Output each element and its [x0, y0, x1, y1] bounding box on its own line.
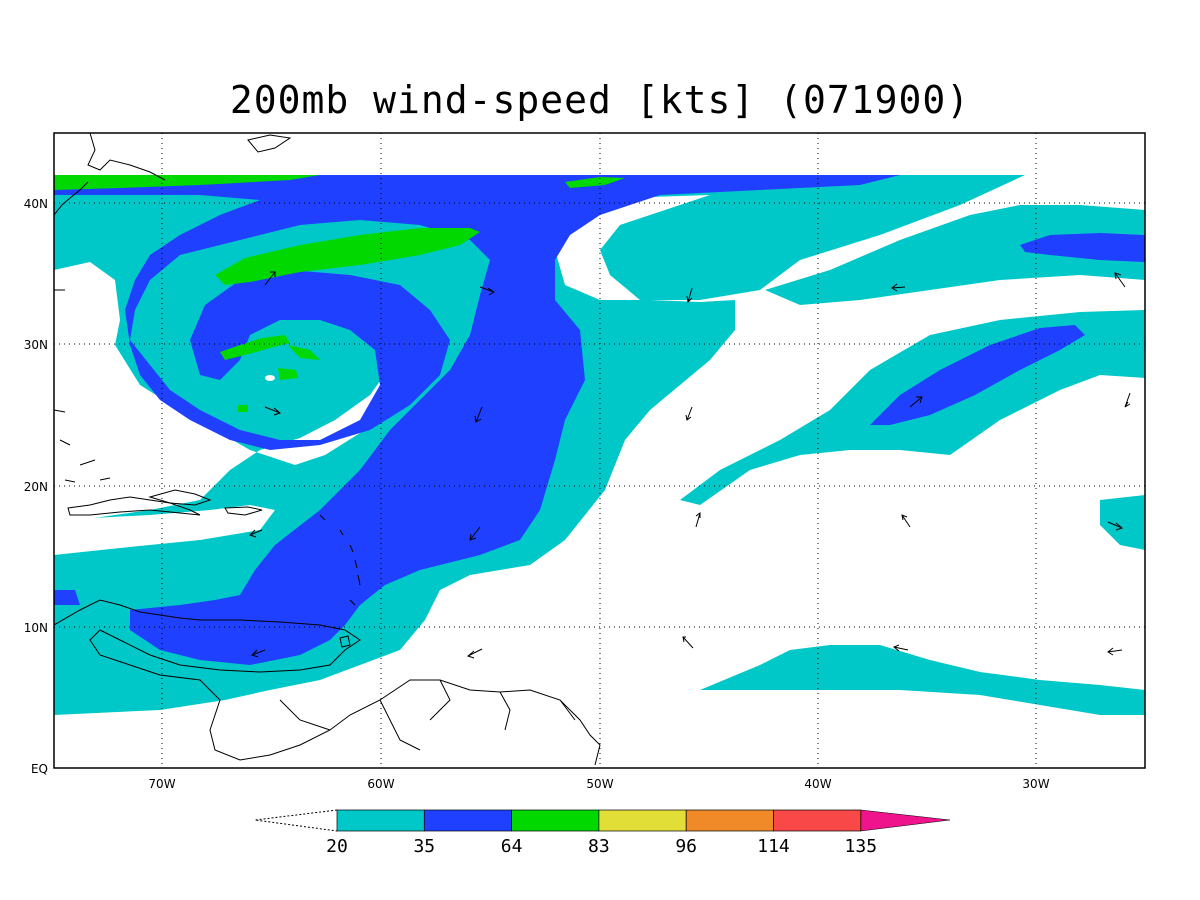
lon-label-30w: 30W — [1022, 777, 1049, 791]
contour-calm-west — [54, 262, 425, 520]
contour-64-83-core2 — [288, 345, 320, 360]
lat-label-eq: EQ — [31, 762, 48, 776]
lon-label-50w: 50W — [586, 777, 613, 791]
colorbar-tick-label: 83 — [588, 836, 610, 857]
colorbar-box-20 — [336, 809, 425, 832]
lon-label-70w: 70W — [148, 777, 175, 791]
contour-35-64-east — [870, 325, 1085, 425]
storm-eye — [263, 373, 277, 383]
colorbar-boxes — [336, 809, 862, 832]
lat-label-30n: 30N — [24, 338, 48, 352]
coast-puerto-rico — [224, 506, 263, 516]
lon-label-60w: 60W — [367, 777, 394, 791]
colorbar-upper-extension — [860, 809, 951, 832]
contour-20-35-ne — [765, 205, 1145, 305]
colorbar-box-114 — [773, 809, 862, 832]
colorbar-box-96 — [685, 809, 774, 832]
contour-35-64-w — [54, 590, 80, 605]
coast-lesser-antilles — [319, 514, 361, 606]
contour-64-83-jet — [215, 228, 480, 285]
plot-frame — [53, 132, 1146, 769]
coast-cuba — [67, 496, 201, 516]
contour-64-83-core3 — [278, 368, 298, 380]
contour-64-83-north2 — [565, 177, 625, 188]
contour-20-35-e — [1100, 495, 1145, 550]
colorbar-box-64 — [511, 809, 600, 832]
coast-hispaniola — [148, 489, 212, 506]
contour-64-83-core4 — [238, 405, 248, 412]
colorbar-box-83 — [598, 809, 687, 832]
coastlines — [54, 133, 601, 766]
colorbar-box-35 — [423, 809, 512, 832]
coast-south-america-borders — [279, 679, 576, 751]
colorbar-tick-label: 96 — [675, 836, 697, 857]
colorbar: 20 35 64 83 96 114 135 — [254, 809, 951, 857]
colorbar-tick-label: 20 — [326, 836, 348, 857]
coast-nova-scotia — [247, 134, 292, 153]
contour-calm-west2 — [54, 505, 275, 555]
colorbar-tick-label: 64 — [501, 836, 523, 857]
colorbar-lower-extension — [254, 809, 338, 832]
coast-trinidad — [339, 635, 351, 648]
contour-35-64-ne — [1020, 233, 1145, 262]
colorbar-tick-label: 135 — [845, 836, 878, 857]
lon-label-40w: 40W — [804, 777, 831, 791]
lat-label-40n: 40N — [24, 197, 48, 211]
wind-vectors — [53, 271, 1131, 659]
map-title: 200mb wind-speed [kts] (071900) — [229, 78, 971, 122]
colorbar-labels: 20 35 64 83 96 114 135 — [326, 836, 877, 857]
coast-central-america — [54, 599, 601, 766]
lat-label-20n: 20N — [24, 480, 48, 494]
contour-64-83-north — [54, 175, 320, 190]
longitude-labels: 70W 60W 50W 40W 30W — [148, 777, 1049, 791]
colorbar-tick-label: 35 — [413, 836, 435, 857]
contour-64-83-core — [220, 335, 290, 360]
graticule — [54, 133, 1145, 768]
contour-20-35-s — [700, 645, 1145, 715]
coast-north-america — [54, 133, 166, 216]
colorbar-tick-label: 114 — [757, 836, 790, 857]
lat-label-10n: 10N — [24, 621, 48, 635]
latitude-labels: 40N 30N 20N 10N EQ — [24, 197, 48, 776]
coast-bahamas — [59, 439, 111, 483]
